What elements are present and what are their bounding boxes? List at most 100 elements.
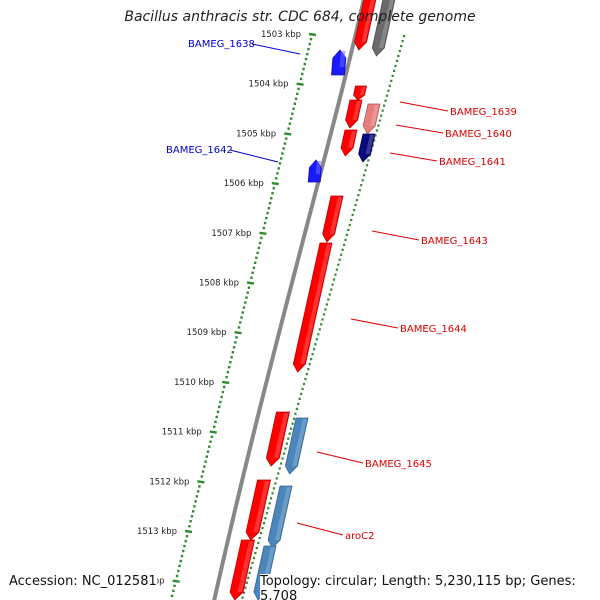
minor-tick (204, 460, 207, 463)
gene-arrow[interactable] (292, 242, 333, 373)
outer-tick (324, 308, 327, 311)
outer-tick (345, 233, 348, 236)
outer-tick (395, 59, 399, 63)
tick-track: 1503 kbp 1504 kbp 1505 kbp 1506 kbp 1507 kbp… (125, 30, 406, 599)
outer-tick (265, 512, 268, 515)
major-tick (209, 430, 217, 434)
gene-label[interactable]: BAMEG_1643 (421, 236, 488, 247)
gene-arrow[interactable] (331, 49, 347, 76)
outer-tick (294, 412, 297, 415)
minor-tick (220, 395, 223, 399)
outer-tick (325, 303, 328, 306)
genome-backbone (212, 0, 366, 600)
outer-tick (317, 333, 320, 336)
minor-tick (215, 415, 218, 419)
gene-label[interactable]: BAMEG_1638 (188, 39, 255, 50)
outer-tick (385, 94, 389, 97)
gene-arrow[interactable] (354, 0, 378, 51)
outer-tick (280, 462, 283, 465)
gene-label-leader (350, 318, 399, 329)
gene-arrow[interactable] (358, 133, 376, 163)
minor-tick (256, 251, 259, 255)
minor-tick (206, 450, 210, 453)
outer-tick (397, 54, 400, 58)
minor-tick (240, 316, 243, 319)
minor-tick (194, 500, 197, 503)
ruler-label: 1504 kbp (249, 80, 289, 90)
outer-tick (277, 472, 280, 475)
minor-tick (245, 296, 248, 299)
major-tick (246, 281, 255, 285)
gene-arrow[interactable] (345, 99, 363, 129)
minor-tick (294, 97, 298, 101)
minor-tick (309, 37, 313, 41)
minor-tick (225, 375, 228, 379)
outer-tick (335, 268, 338, 271)
outer-tick (274, 482, 277, 485)
gene-label[interactable]: BAMEG_1641 (439, 157, 506, 168)
outer-tick (304, 377, 307, 381)
outer-tick (382, 104, 386, 107)
outer-tick (310, 358, 313, 361)
minor-tick (260, 236, 263, 240)
gene-label[interactable]: BAMEG_1645 (365, 459, 432, 470)
minor-tick (172, 589, 175, 593)
outer-tick (302, 382, 306, 386)
outer-tick (378, 119, 381, 122)
gene-arrow[interactable] (285, 417, 309, 475)
minor-tick (183, 544, 186, 548)
major-tick (172, 579, 180, 583)
minor-tick (252, 266, 256, 269)
gene-arrow[interactable] (371, 0, 397, 57)
outer-tick (275, 477, 278, 480)
outer-tick (272, 487, 276, 490)
ruler-label: 1507 kbp (211, 229, 251, 239)
minor-tick (182, 549, 185, 553)
minor-tick (185, 534, 189, 538)
outer-tick (315, 338, 318, 341)
minor-tick (297, 87, 300, 91)
gene-arrow[interactable] (265, 411, 290, 467)
gene-label[interactable]: BAMEG_1640 (445, 129, 512, 140)
minor-tick (170, 594, 174, 598)
minor-tick (241, 311, 244, 314)
minor-tick (231, 351, 235, 354)
minor-tick (175, 574, 179, 578)
outer-tick (367, 159, 370, 162)
minor-tick (195, 495, 199, 498)
minor-tick (265, 216, 268, 220)
gene-arrow[interactable] (353, 85, 367, 101)
map-title: Bacillus anthracis str. CDC 684, complet… (124, 9, 476, 25)
ruler-label: 1506 kbp (224, 179, 264, 189)
gene-arrow[interactable] (322, 195, 344, 243)
gene-arrow[interactable] (307, 159, 322, 183)
gene-arrow[interactable] (267, 485, 293, 549)
outer-tick (350, 218, 353, 222)
minor-tick (179, 559, 182, 563)
gene-arrow[interactable] (245, 479, 271, 541)
outer-tick (318, 328, 321, 331)
gene-label[interactable]: BAMEG_1644 (400, 324, 467, 335)
minor-tick (267, 206, 270, 210)
minor-tick (201, 470, 205, 473)
outer-tick (278, 467, 281, 470)
gene-arrow[interactable] (340, 129, 358, 157)
minor-tick (227, 365, 231, 369)
outer-tick (311, 353, 314, 356)
major-tick (222, 380, 230, 385)
gene-arrow[interactable] (229, 539, 255, 600)
gene-label[interactable]: BAMEG_1642 (166, 145, 233, 156)
minor-tick (230, 356, 233, 359)
outer-tick (331, 283, 334, 286)
minor-tick (209, 440, 212, 443)
gene-label[interactable]: BAMEG_1639 (450, 107, 517, 118)
minor-tick (291, 112, 294, 115)
minor-tick (193, 505, 196, 508)
feature-track (229, 0, 397, 600)
gene-arrow[interactable] (362, 103, 381, 135)
minor-tick (214, 420, 217, 424)
gene-label[interactable]: aroC2 (345, 531, 374, 542)
outer-tick (282, 452, 286, 455)
outer-tick (372, 139, 376, 142)
minor-tick (178, 564, 181, 568)
